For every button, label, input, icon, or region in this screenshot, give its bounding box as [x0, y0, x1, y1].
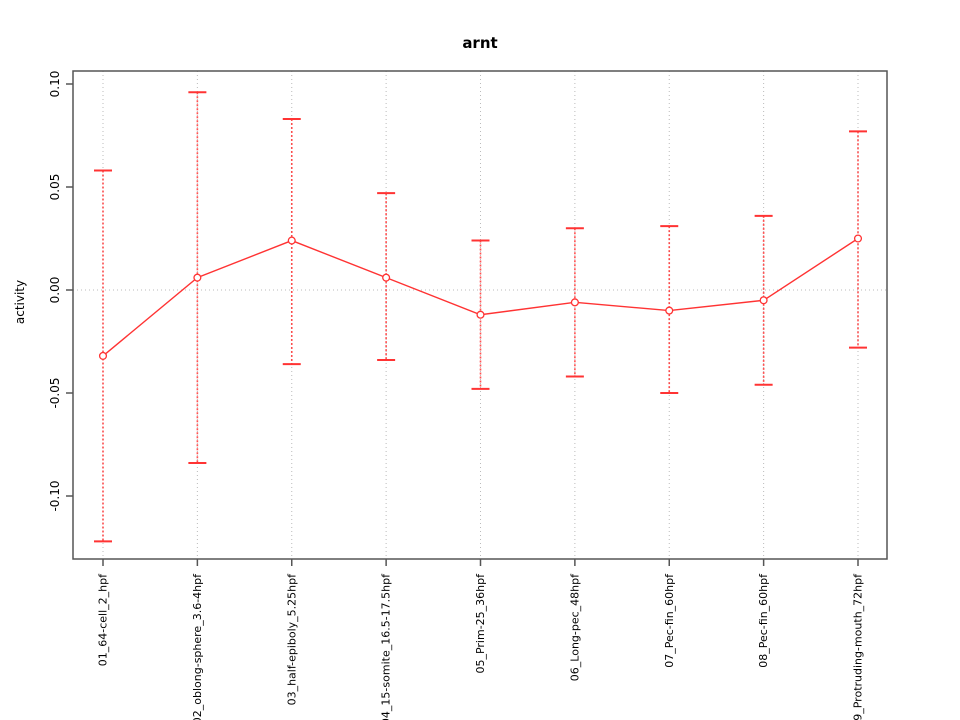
y-tick-label: 0.00 — [48, 277, 62, 304]
x-tick-label: 01_64-cell_2_hpf — [97, 573, 110, 666]
data-point-marker — [98, 351, 108, 360]
x-tick-label: 02_oblong-sphere_3.6-4hpf — [191, 573, 204, 720]
y-tick-label: -0.05 — [48, 377, 62, 408]
x-tick-label: 06_Long-pec_48hpf — [568, 573, 581, 681]
x-tick-label: 03_half-epiboly_5.25hpf — [285, 573, 298, 706]
x-tick-label: 04_15-somite_16.5-17.5hpf — [380, 573, 393, 720]
data-point-marker — [193, 273, 202, 282]
data-point-marker — [853, 234, 863, 243]
data-point-marker — [759, 296, 768, 305]
x-tick-label: 07_Pec-fin_60hpf — [663, 573, 676, 668]
x-tick-label: 09_Protruding-mouth_72hpf — [852, 573, 865, 720]
y-tick-label: 0.05 — [48, 174, 62, 201]
data-point-marker — [287, 236, 296, 245]
y-tick-label: 0.10 — [48, 71, 62, 98]
chart-title: arnt — [462, 34, 497, 52]
data-point-marker — [570, 298, 579, 307]
plot-area: 0.10 0.05 0.00 -0.05 -0.10 01_64-cell_2_hpf 02… — [48, 70, 888, 720]
x-tick-label: 05_Prim-25_36hpf — [474, 573, 487, 674]
data-point-marker — [665, 306, 674, 315]
y-axis-label: activity — [13, 280, 27, 324]
data-point-marker — [382, 273, 391, 282]
data-point-marker — [476, 310, 485, 319]
y-tick-label: -0.10 — [48, 480, 62, 511]
x-tick-label: 08_Pec-fin_60hpf — [757, 573, 770, 668]
